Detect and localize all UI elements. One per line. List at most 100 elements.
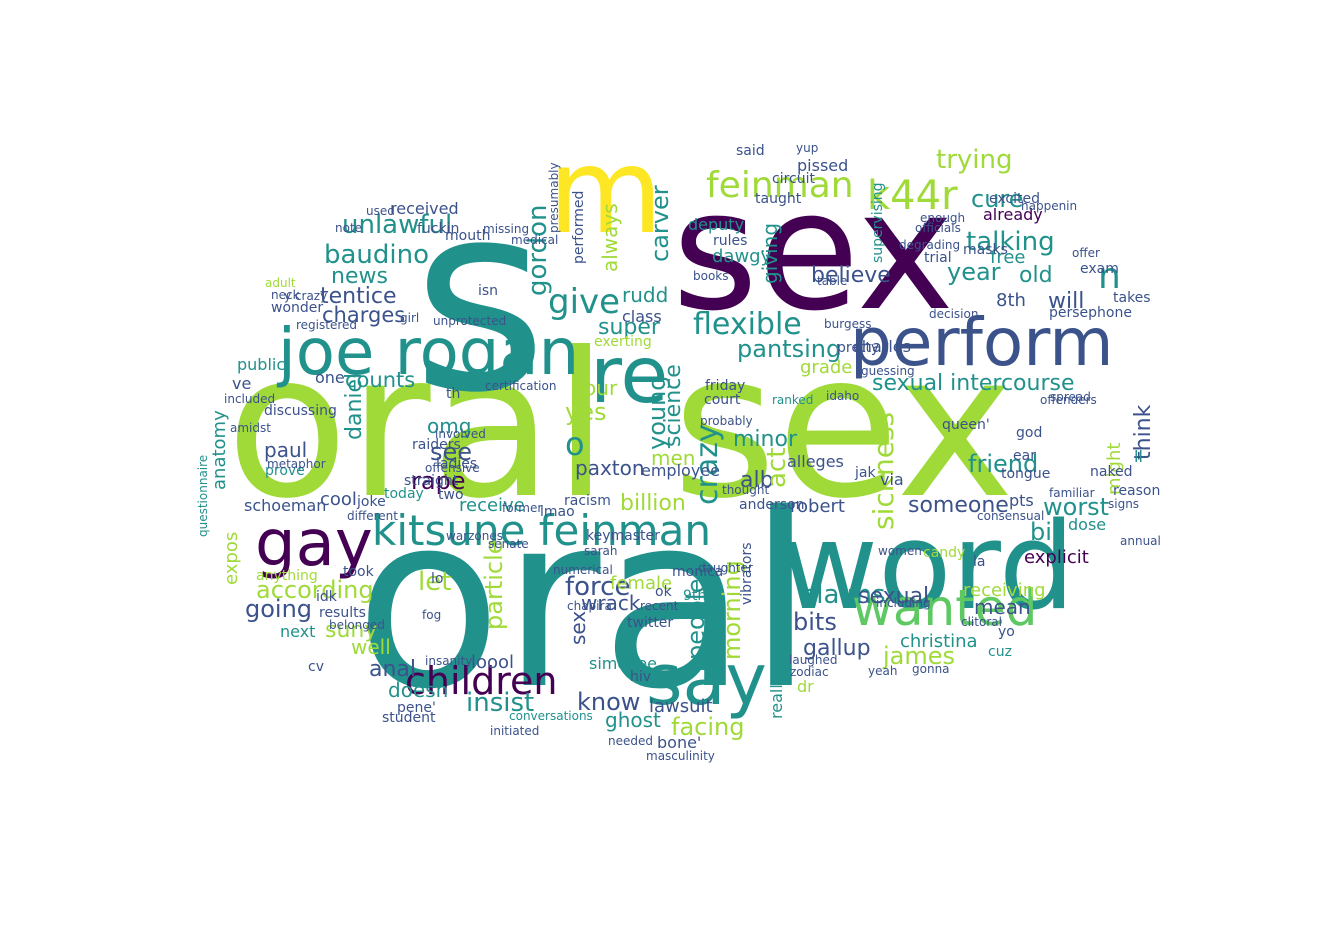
word-insanity: insanity — [425, 654, 472, 668]
word-adult: adult — [265, 276, 296, 290]
word-reason: reason — [1113, 483, 1160, 499]
word-metaphor: metaphor — [267, 457, 326, 471]
word-pts: pts — [1009, 491, 1034, 510]
word-belonged: belonged — [329, 618, 385, 632]
word-laughed: laughed — [789, 653, 838, 667]
word-expos: expos — [221, 532, 242, 585]
word-idaho: idaho — [826, 389, 859, 403]
word-children: children — [405, 659, 557, 703]
word-mean: mean — [974, 595, 1031, 619]
word-rudd: rudd — [622, 283, 668, 307]
word-vibrators: vibrators — [739, 542, 755, 605]
word-crazy: crazy — [690, 424, 725, 505]
word-say: say — [646, 639, 767, 721]
word-raiders: raiders — [412, 437, 461, 453]
word-pissed: pissed — [797, 156, 848, 175]
word-today: today — [384, 486, 424, 502]
word-spread: spread — [1050, 390, 1091, 404]
word-will: will — [1048, 289, 1084, 314]
word-degrading: degrading — [899, 238, 960, 252]
word-senate: senate — [488, 537, 529, 551]
word-give: give — [548, 282, 620, 322]
word-yes: yes — [565, 398, 606, 426]
word-omg: omg — [427, 414, 471, 438]
word-doesn: doesn — [388, 678, 448, 702]
word-happenin: happenin — [1021, 199, 1077, 213]
word-giving: giving — [758, 223, 782, 284]
word-wrack: wrack — [581, 591, 641, 615]
word-included: included — [224, 392, 275, 406]
word-la: la — [973, 554, 985, 570]
word-trying: trying — [936, 145, 1012, 175]
word-including: including — [876, 596, 931, 610]
word-deputy: deputy — [688, 215, 744, 234]
word-friday: friday — [705, 378, 745, 394]
word-anal: anal — [369, 657, 416, 682]
word-taught: taught — [755, 191, 802, 207]
word-cool: cool — [320, 489, 357, 510]
word-8th: 8th — [996, 290, 1026, 311]
word-excited: excited — [989, 191, 1040, 207]
word-former: former — [502, 501, 542, 515]
word-might: might — [1104, 443, 1125, 495]
word-baudino: baudino — [324, 240, 429, 270]
word-amidst: amidst — [230, 421, 271, 435]
word-pretty: pretty — [837, 340, 879, 356]
word-twitter: twitter — [627, 615, 673, 631]
word-see: see — [430, 438, 472, 466]
word-public: public — [237, 355, 285, 374]
word-gordon: gordon — [523, 204, 553, 296]
word-annual: annual — [1120, 534, 1161, 548]
word-masks: masks — [963, 242, 1008, 258]
word-initiated: initiated — [490, 724, 539, 738]
word-girl: girl — [400, 311, 419, 325]
word-going: going — [245, 595, 312, 623]
word-via: via — [880, 470, 904, 489]
word-warzones: warzones — [446, 529, 503, 543]
word-alleges: alleges — [787, 452, 844, 471]
word-idk: idk — [316, 589, 338, 605]
word-pantsing: pantsing — [737, 335, 841, 363]
word-believe: believe — [811, 263, 891, 288]
word-news: news — [331, 264, 388, 289]
word-already: already — [983, 205, 1043, 224]
word-straight: straight — [404, 473, 459, 489]
word-yeah: yeah — [868, 664, 897, 678]
word-queen: queen' — [942, 417, 990, 433]
word-offer: offer — [1072, 246, 1100, 260]
word-anything: anything — [256, 568, 318, 584]
word-class: class — [622, 307, 662, 326]
word-feinman: feinman — [706, 165, 854, 206]
word-different: different — [347, 509, 398, 523]
word-conversations: conversations — [509, 709, 593, 723]
word-signs: signs — [1108, 497, 1139, 511]
word-men: men — [651, 446, 695, 470]
word-kitsune-feinman: kitsune feinman — [372, 506, 711, 555]
word-sexual-intercourse: sexual intercourse — [872, 371, 1074, 396]
word-took: took — [343, 564, 375, 580]
word-robert: robert — [790, 496, 845, 517]
word-gonna: gonna — [912, 662, 950, 676]
word-daniel: daniel — [342, 373, 367, 440]
word-sarah: sarah — [584, 544, 618, 558]
word-dawgy: dawgy — [712, 246, 772, 267]
word-cuz: cuz — [988, 644, 1012, 660]
word-oral-sex-big: oral sex — [226, 310, 1014, 543]
word-grade: grade — [800, 357, 852, 378]
word-y-crazy: y crazy — [284, 289, 327, 303]
word-yup: yup — [796, 141, 818, 155]
word-persephone: persephone — [1049, 305, 1132, 321]
word-perform: perform — [850, 304, 1114, 381]
word-next: next — [280, 622, 315, 641]
word-well: well — [351, 635, 391, 659]
word-people: people — [682, 579, 710, 660]
word-familiar: familiar — [1049, 486, 1095, 500]
word-gallup: gallup — [803, 636, 871, 661]
word-insist: insist — [466, 688, 534, 718]
word-lo: lo — [431, 571, 443, 587]
word-mouth: mouth — [445, 228, 490, 244]
word-oral-big: oral — [355, 462, 814, 742]
word-according: according — [256, 576, 374, 604]
word-wonder: wonder — [271, 300, 323, 316]
